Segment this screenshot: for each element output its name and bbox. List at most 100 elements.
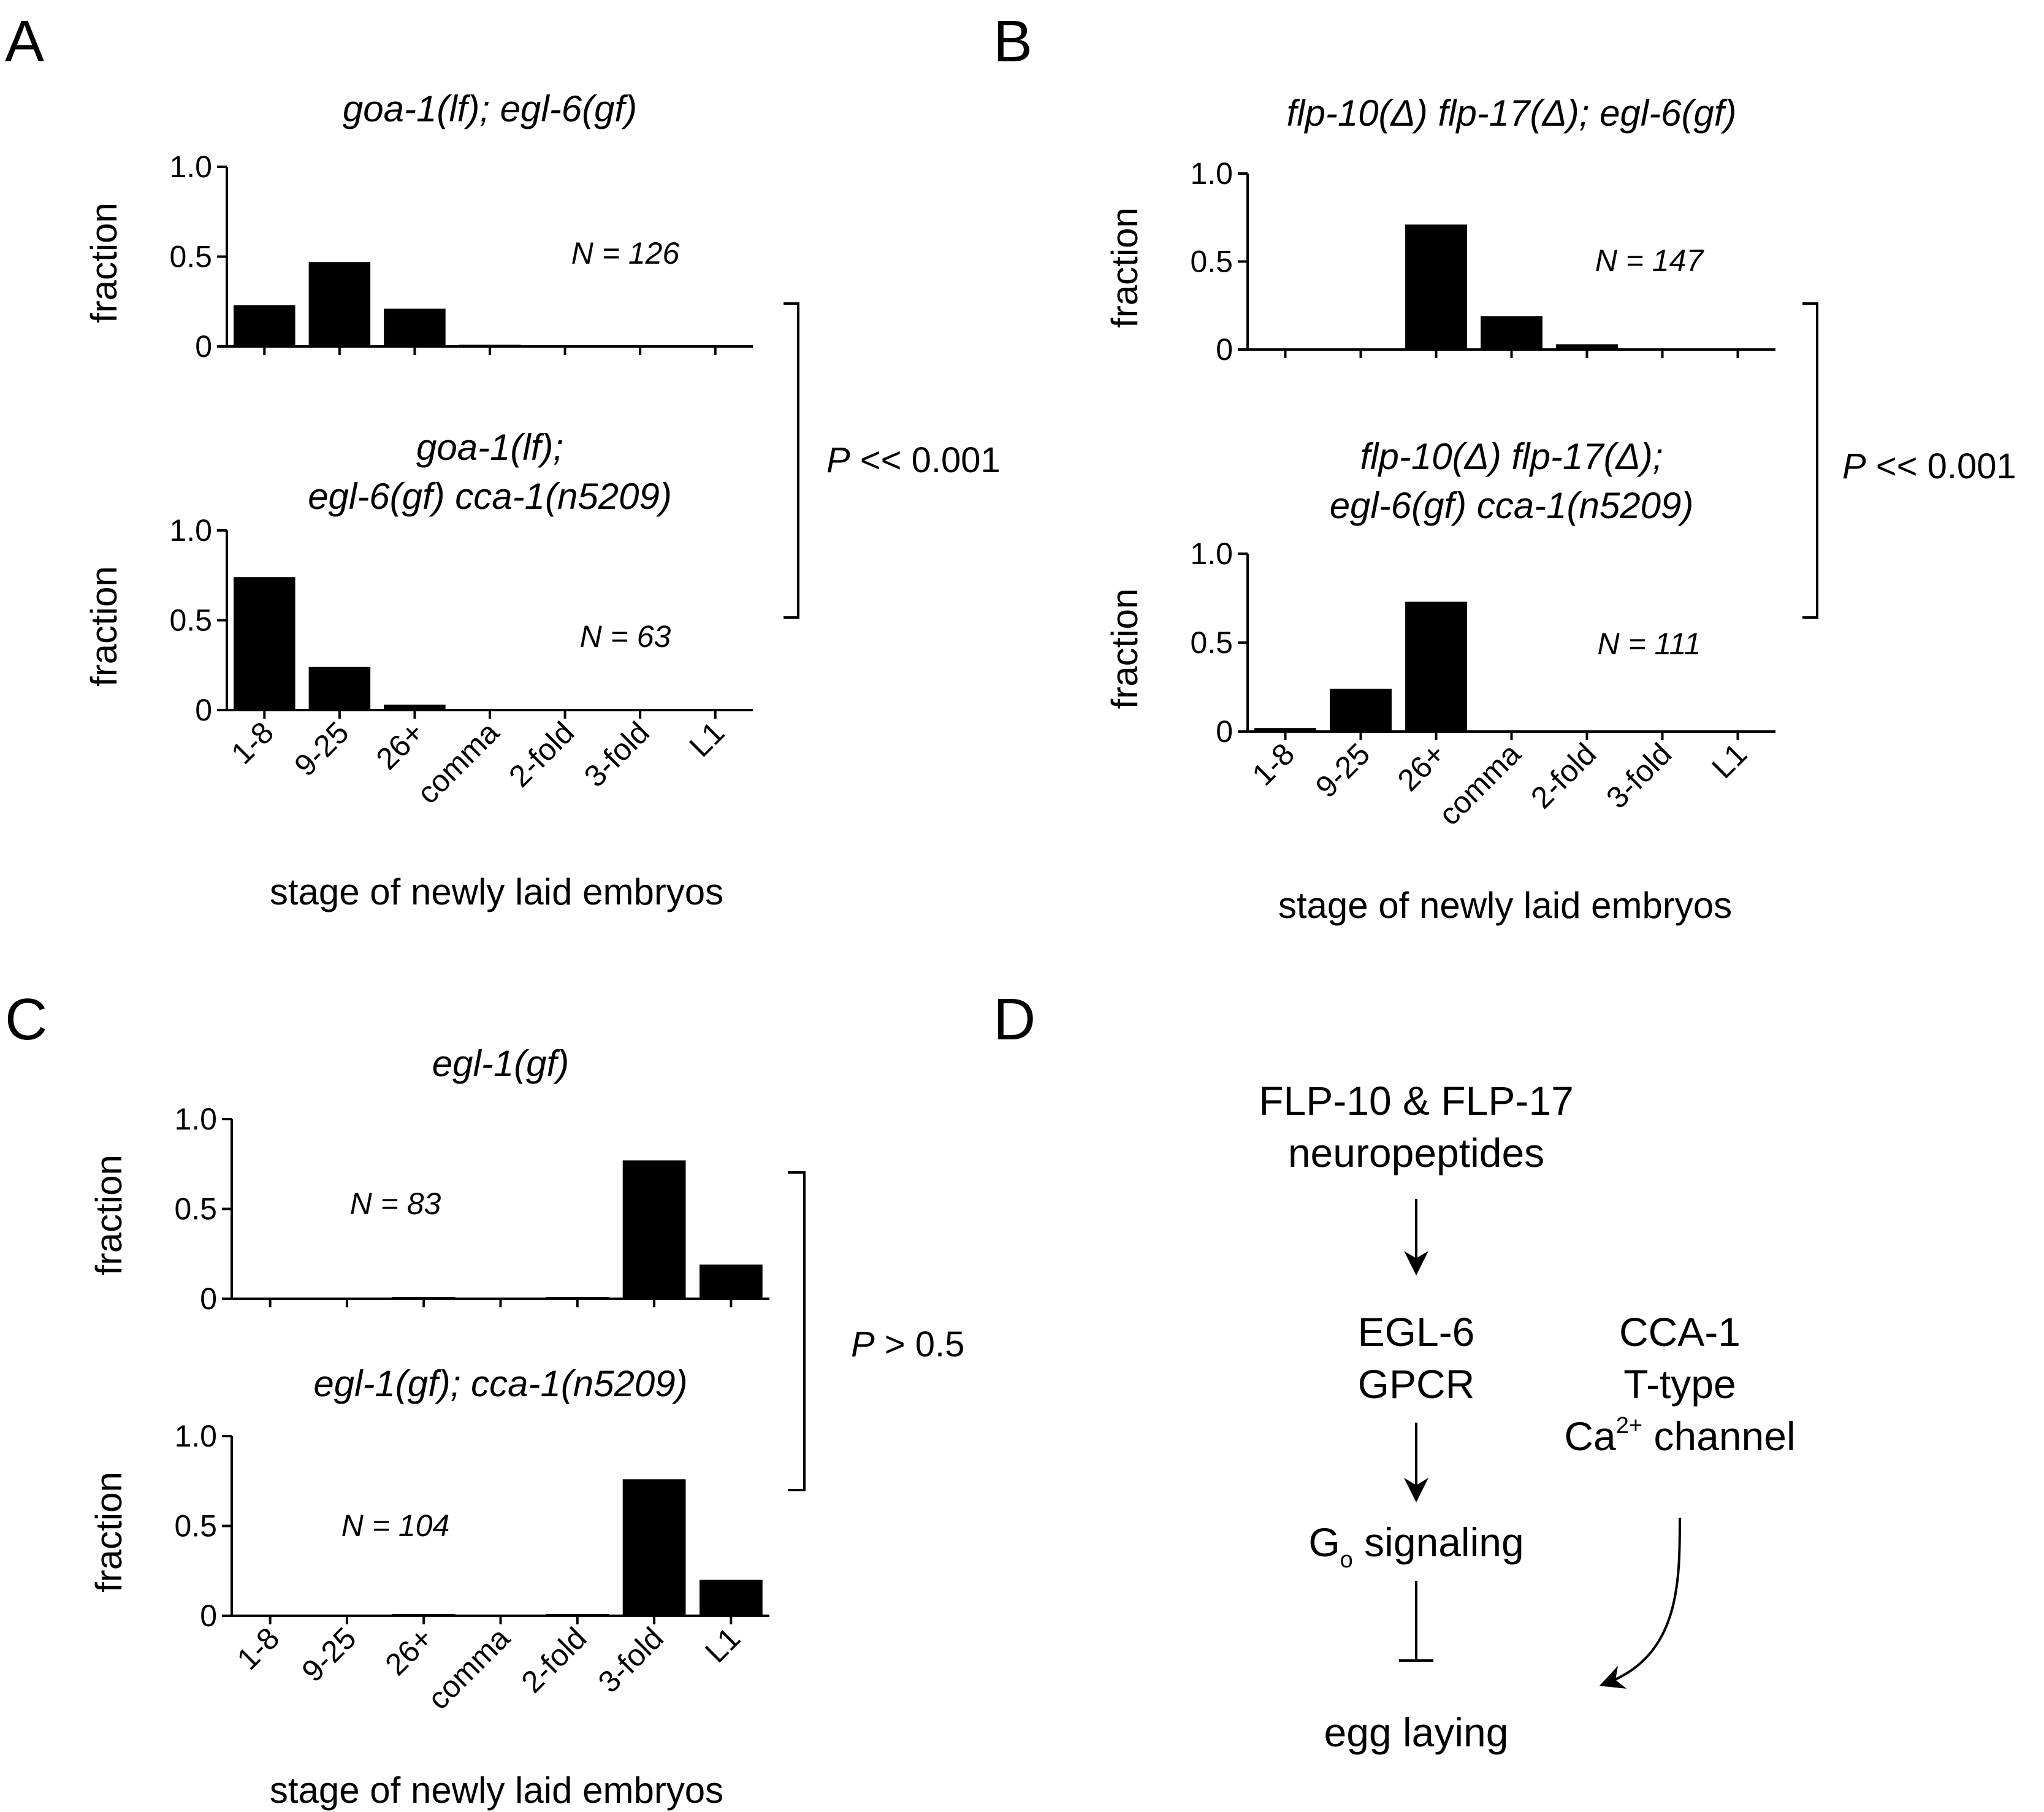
y-axis-label: fraction — [83, 202, 124, 323]
panel-letter-d: D — [993, 987, 1035, 1052]
x-tick-label: 1-8 — [1246, 736, 1302, 792]
x-tick-label: 26+ — [370, 715, 431, 776]
x-axis-label-a: stage of newly laid embryos — [270, 871, 723, 912]
x-tick-label: 26+ — [378, 1621, 440, 1682]
p-value-c: P > 0.5 — [851, 1325, 964, 1364]
bar-L1 — [699, 1580, 763, 1616]
x-tick-label: comma — [1432, 736, 1528, 832]
y-tick-label: 1.0 — [174, 1102, 217, 1136]
y-tick-label: 0 — [1216, 714, 1233, 749]
panel-letter-a: A — [5, 9, 44, 74]
bracket-c — [788, 1171, 806, 1491]
x-tick-label: 3-fold — [1600, 736, 1678, 815]
y-tick-label: 1.0 — [169, 513, 212, 548]
cca1-node-line1: CCA-1 — [1619, 1309, 1741, 1355]
x-tick-label: comma — [421, 1621, 517, 1716]
bar-26+ — [392, 1614, 456, 1616]
flp-node-line1: FLP-10 & FLP-17 — [1259, 1078, 1574, 1123]
x-tick-label: 9-25 — [1309, 736, 1376, 804]
y-tick-label: 1.0 — [1190, 537, 1233, 571]
chart-b-bottom: flp-10(Δ) flp-17(Δ); egl-6(gf) cca-1(n520… — [1104, 436, 1775, 832]
x-tick-label: 2-fold — [502, 715, 581, 793]
bracket-b — [1802, 302, 1818, 619]
p-value-a: P << 0.001 — [826, 440, 1001, 480]
y-tick-label: 0 — [1216, 332, 1233, 367]
y-axis-label: fraction — [88, 1472, 129, 1592]
y-axis-label: fraction — [88, 1155, 129, 1275]
go-node: Go signaling — [1308, 1520, 1523, 1573]
chart-title: goa-1(lf); egl-6(gf) — [343, 88, 637, 129]
n-label: N = 126 — [571, 236, 680, 270]
bar-9-25 — [308, 667, 371, 710]
y-tick-label: 0 — [200, 1282, 217, 1316]
bar-2-fold — [1556, 344, 1618, 350]
chart-title: flp-10(Δ) flp-17(Δ); egl-6(gf) — [1286, 93, 1736, 134]
bar-1-8 — [234, 577, 296, 710]
x-axis-label-b: stage of newly laid embryos — [1278, 885, 1732, 926]
x-tick-label: L1 — [698, 1621, 747, 1669]
chart-title: egl-1(gf) — [432, 1043, 569, 1084]
n-label: N = 83 — [350, 1187, 441, 1221]
y-tick-label: 1.0 — [174, 1419, 217, 1453]
flp-node-line2: neuropeptides — [1288, 1130, 1544, 1176]
panel-letter-b: B — [993, 9, 1032, 74]
y-tick-label: 0.5 — [174, 1192, 217, 1226]
bar-26+ — [1405, 602, 1467, 732]
bar-comma — [459, 345, 521, 346]
bar-26+ — [384, 308, 446, 346]
bar-3-fold — [622, 1479, 686, 1616]
bar-comma — [1481, 316, 1543, 350]
n-label: N = 63 — [580, 619, 671, 654]
chart-title: egl-6(gf) cca-1(n5209) — [308, 476, 672, 517]
pathway-diagram: FLP-10 & FLP-17 neuropeptides EGL-6 GPCR… — [1259, 1078, 1795, 1755]
y-tick-label: 1.0 — [1190, 156, 1233, 191]
y-tick-label: 0.5 — [1190, 625, 1233, 660]
bar-26+ — [384, 705, 446, 710]
x-tick-label: 3-fold — [592, 1621, 670, 1699]
n-label: N = 147 — [1595, 243, 1705, 278]
x-tick-label: 3-fold — [578, 715, 656, 793]
n-label: N = 111 — [1597, 627, 1701, 661]
y-axis-label: fraction — [1104, 207, 1145, 328]
bar-2-fold — [546, 1297, 609, 1299]
chart-c-top: egl-1(gf) 0 0.5 1.0 fraction N = 83 — [88, 1043, 769, 1316]
x-tick-label: L1 — [1705, 736, 1753, 785]
egg-laying-node: egg laying — [1324, 1710, 1509, 1755]
arrow-cca1-to-egg-laying — [1599, 1517, 1681, 1689]
cca1-node-line3: Ca2+ channel — [1564, 1413, 1795, 1459]
bar-2-fold — [546, 1614, 609, 1616]
y-tick-label: 0 — [195, 693, 212, 727]
cca1-node-line2: T-type — [1623, 1361, 1736, 1407]
y-tick-label: 0 — [195, 329, 212, 364]
x-tick-label: 9-25 — [295, 1621, 362, 1688]
panel-letter-c: C — [5, 987, 47, 1052]
bracket-a — [784, 302, 799, 619]
chart-a-bottom: goa-1(lf); egl-6(gf) cca-1(n5209) 0 0.5 1.0 f… — [83, 427, 753, 811]
x-axis-label-c: stage of newly laid embryos — [270, 1770, 723, 1811]
x-tick-label: L1 — [683, 715, 731, 763]
bar-9-25 — [308, 262, 371, 346]
x-tick-label: 2-fold — [1524, 736, 1603, 815]
bar-1-8 — [1254, 728, 1316, 732]
y-tick-label: 0.5 — [169, 603, 212, 638]
y-tick-label: 0.5 — [1190, 245, 1233, 279]
chart-a-top: goa-1(lf); egl-6(gf) 0 0.5 1.0 fraction N = 1… — [83, 88, 753, 364]
chart-title: goa-1(lf); — [416, 427, 563, 468]
x-tick-label: 1-8 — [231, 1621, 286, 1676]
n-label: N = 104 — [341, 1508, 450, 1543]
bar-26+ — [392, 1297, 456, 1299]
y-tick-label: 0.5 — [169, 240, 212, 274]
bar-9-25 — [1330, 689, 1392, 732]
y-tick-label: 1.0 — [169, 150, 212, 184]
chart-title: flp-10(Δ) flp-17(Δ); — [1360, 436, 1663, 477]
egl6-node-line2: GPCR — [1358, 1361, 1475, 1407]
y-axis-label: fraction — [83, 566, 124, 687]
bar-26+ — [1405, 224, 1467, 350]
bar-L1 — [699, 1264, 763, 1299]
chart-c-bottom: egl-1(gf); cca-1(n5209) 0 0.5 1.0 fraction 1-… — [88, 1363, 769, 1716]
x-tick-label: 26+ — [1391, 736, 1452, 798]
y-axis-label: fraction — [1104, 589, 1145, 709]
y-tick-label: 0.5 — [174, 1509, 217, 1543]
chart-title: egl-1(gf); cca-1(n5209) — [313, 1363, 687, 1404]
